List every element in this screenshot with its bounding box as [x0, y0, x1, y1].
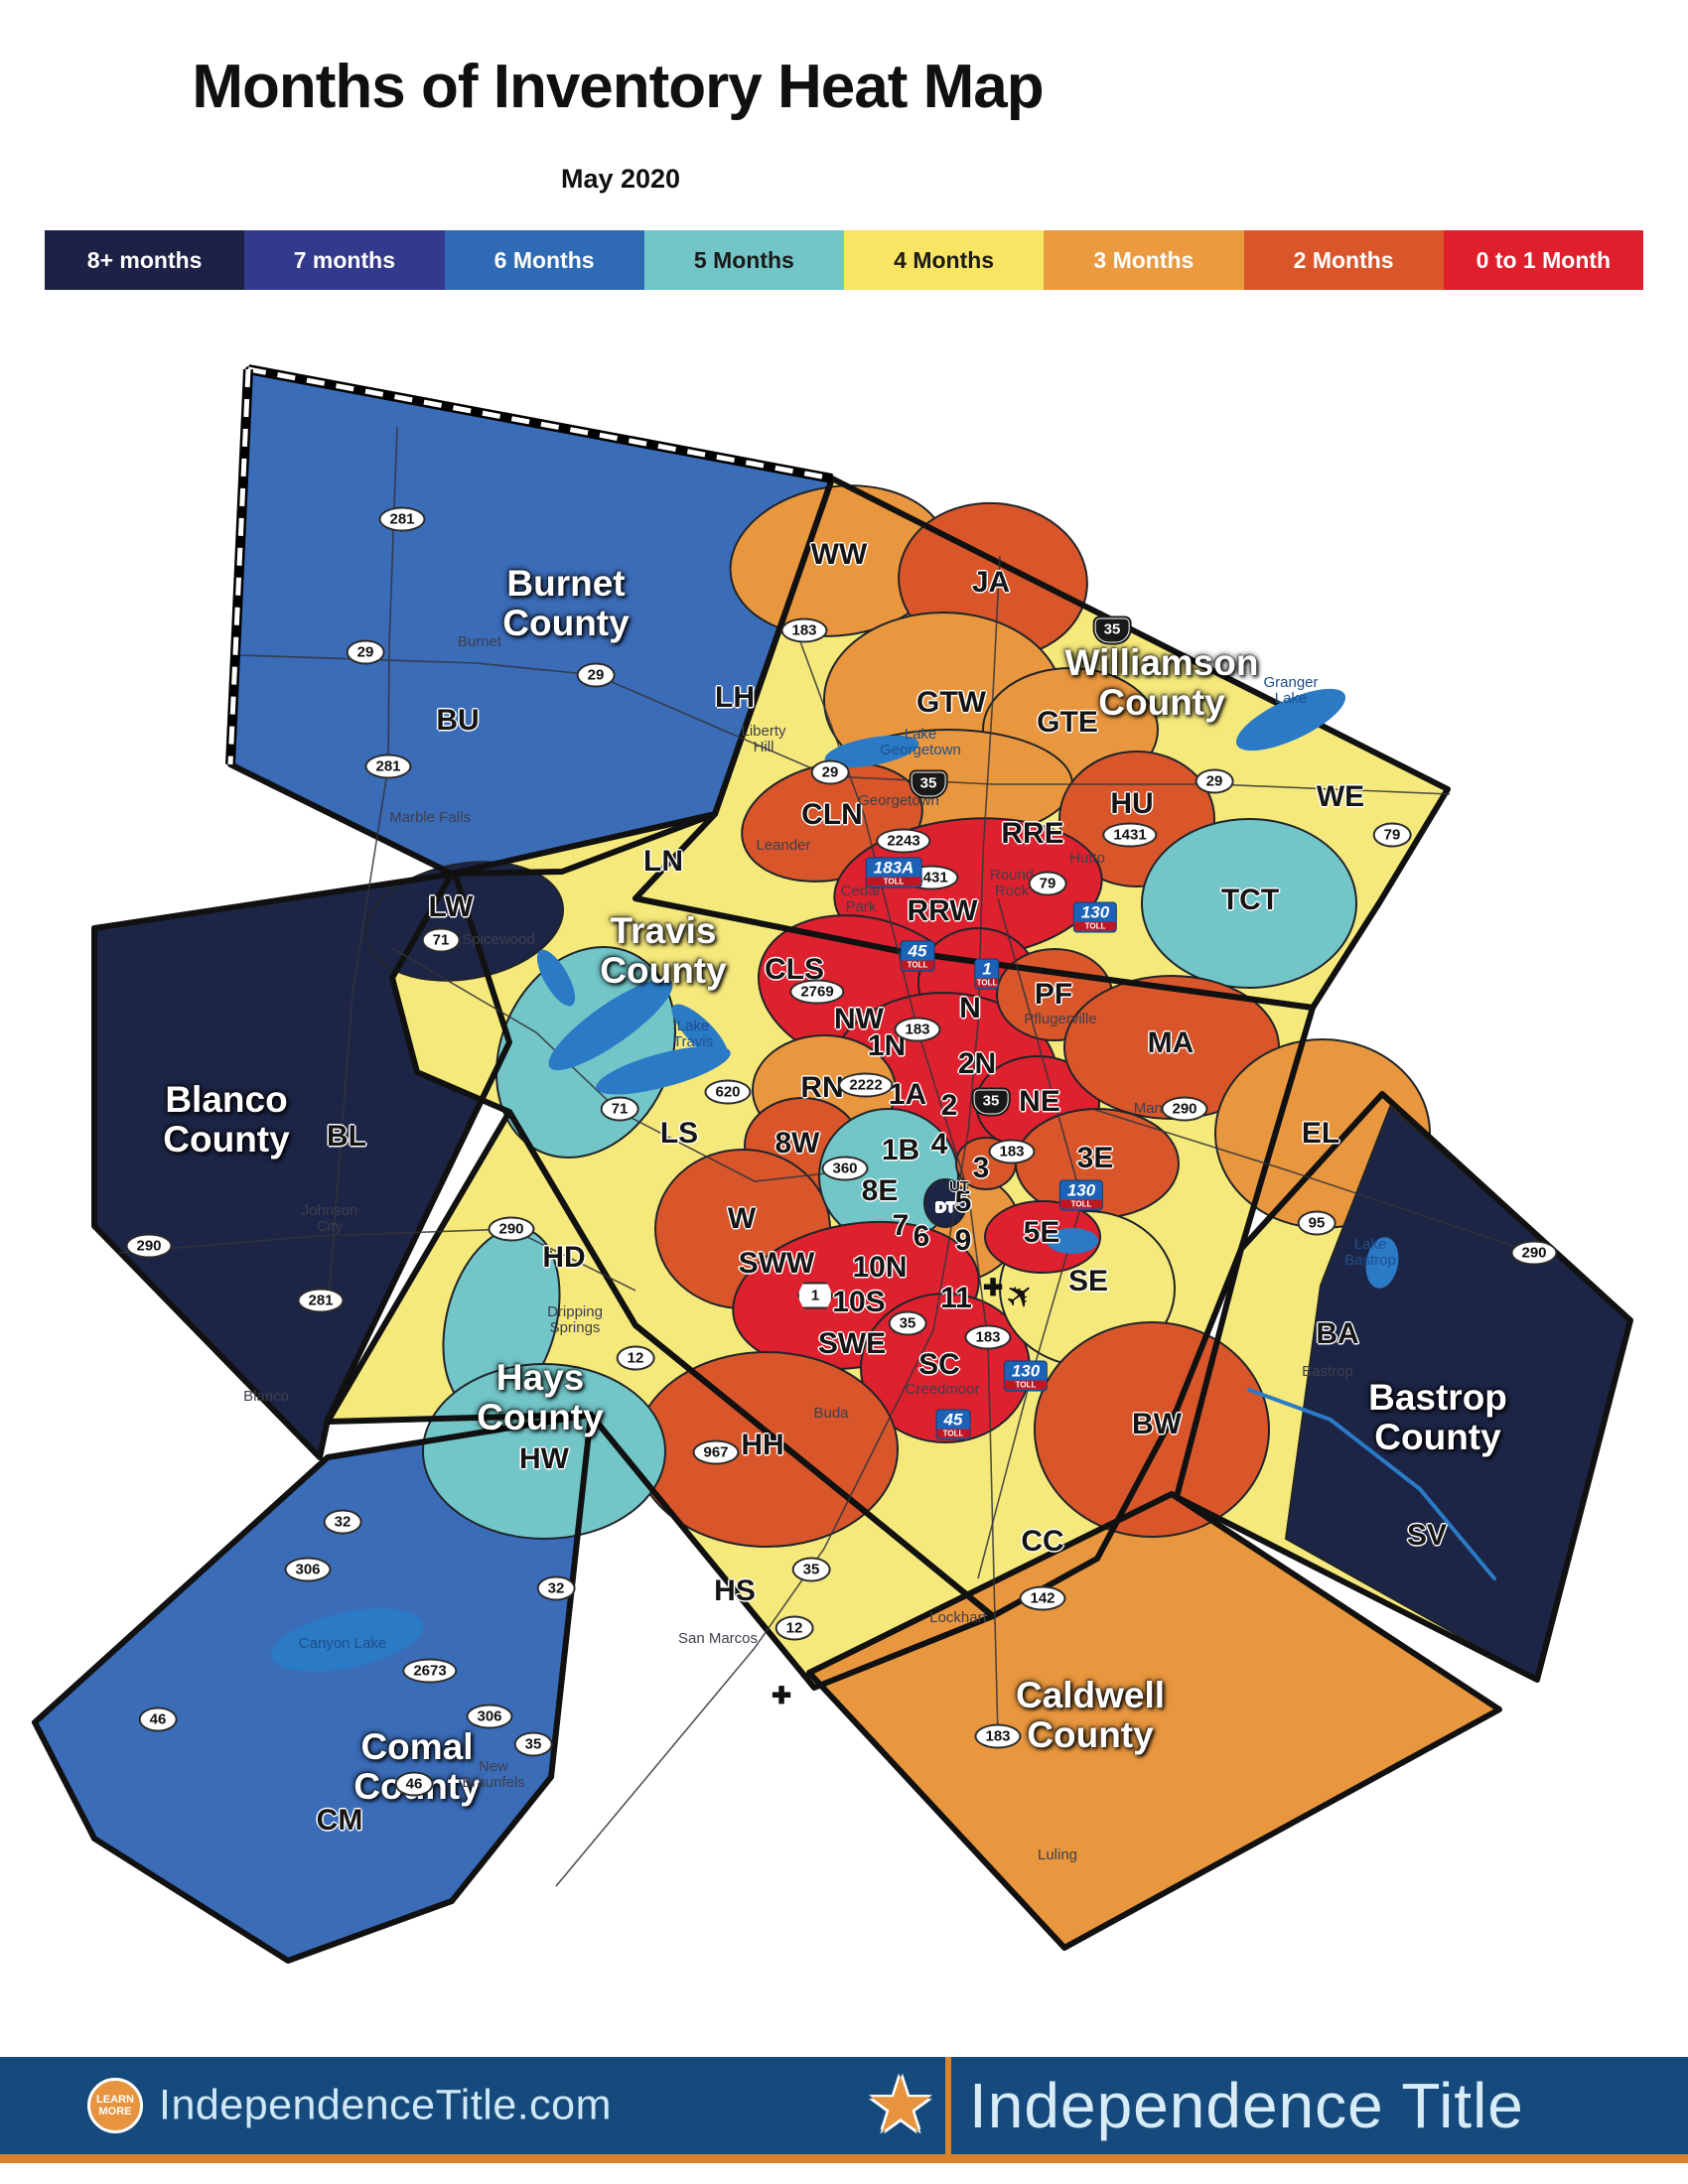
legend-item-5-months: 5 Months: [643, 230, 844, 290]
legend-bar: 8+ months 7 months 6 Months 5 Months 4 Month…: [45, 230, 1643, 290]
county-bastrop-border: [1174, 1091, 1633, 1683]
lake-shape-4: [271, 1608, 424, 1672]
lake-shape-6: [824, 735, 919, 768]
footer-url[interactable]: IndependenceTitle.com: [159, 2081, 612, 2129]
learn-more-line1: LEARN: [96, 2094, 134, 2106]
road-line-2: [1091, 1108, 1535, 1254]
area-blob-18: [365, 861, 564, 982]
page-title: Months of Inventory Heat Map: [192, 53, 1044, 121]
area-blob-33: [422, 1363, 666, 1540]
lake-shape-0: [548, 978, 673, 1071]
road-line-1: [793, 624, 999, 1738]
legend-item-3-months: 3 Months: [1044, 230, 1244, 290]
area-blob-7: [1141, 818, 1357, 989]
page-subtitle: May 2020: [560, 164, 681, 194]
dashed-border-1: [227, 368, 251, 765]
footer-bar: [0, 2057, 1688, 2154]
road-line-0: [555, 555, 1001, 1887]
legend-item-4-months: 4 Months: [844, 230, 1045, 290]
legend-item-8-months: 8+ months: [45, 230, 245, 290]
lake-shape-1: [596, 1045, 731, 1095]
area-blob-26: [923, 1178, 967, 1228]
area-blob-30: [984, 1200, 1101, 1274]
lake-shape-7: [1365, 1237, 1399, 1289]
county-comal-border: [32, 1412, 594, 1964]
legend-item-2-months: 2 Months: [1243, 230, 1444, 290]
road-line-7: [977, 897, 1083, 1579]
legend-item-0-to-1-month: 0 to 1 Month: [1443, 230, 1643, 290]
county-caldwell-border: [806, 1491, 1502, 1951]
road-line-3: [118, 1228, 636, 1292]
footer-orange-strip: [0, 2154, 1688, 2163]
river-line-0: [1247, 1388, 1496, 1580]
lake-shape-5: [1235, 688, 1346, 751]
lake-shape-3: [536, 949, 576, 1007]
learn-more-line2: MORE: [98, 2106, 132, 2117]
county-travis-border: [389, 811, 1316, 1619]
legend-item-7-months: 7 months: [244, 230, 445, 290]
dashed-border-0: [247, 366, 833, 481]
footer-divider: [945, 2057, 951, 2154]
learn-more-badge[interactable]: LEARN MORE: [87, 2078, 143, 2133]
legend-item-6-months: 6 Months: [444, 230, 644, 290]
footer-brand: Independence Title: [969, 2070, 1524, 2141]
lake-shape-2: [671, 1004, 729, 1061]
county-hays-border: [325, 1109, 996, 1691]
lake-shape-8: [1047, 1228, 1098, 1254]
